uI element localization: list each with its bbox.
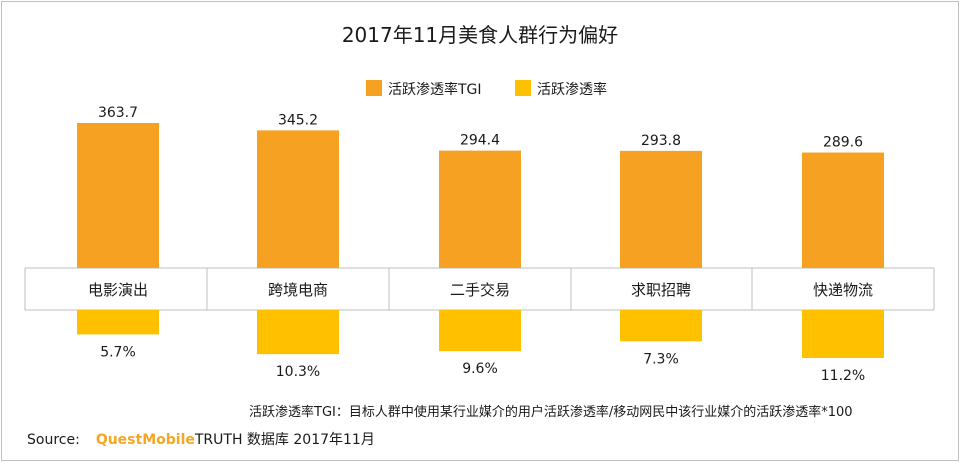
rate-value-label: 10.3%	[276, 364, 320, 380]
rate-bar[interactable]	[257, 310, 339, 355]
tgi-bar[interactable]	[439, 150, 521, 268]
tgi-value-label: 293.8	[641, 133, 681, 149]
tgi-bar[interactable]	[257, 130, 339, 268]
category-axis: 电影演出 跨境电商 二手交易 求职招聘 快递物流	[24, 267, 935, 311]
source-database: TRUTH 数据库 2017年11月	[194, 432, 375, 448]
tgi-bar[interactable]	[802, 152, 884, 268]
legend-label: 活跃渗透率TGI	[388, 81, 482, 98]
tgi-bar[interactable]	[620, 150, 702, 268]
tgi-bar[interactable]	[77, 123, 159, 268]
tgi-value-label: 289.6	[823, 135, 863, 151]
category-label: 求职招聘	[631, 281, 691, 299]
legend-swatch	[366, 80, 382, 96]
source-line: Source: QuestMobileTRUTH 数据库 2017年11月	[27, 429, 375, 449]
category-label: 电影演出	[88, 281, 148, 299]
chart-legend: 活跃渗透率TGI 活跃渗透率	[366, 80, 607, 98]
rate-bar[interactable]	[439, 310, 521, 352]
source-brand: QuestMobile	[95, 432, 195, 448]
tgi-value-label: 294.4	[460, 133, 500, 149]
tgi-definition-note: 活跃渗透率TGI：目标人群中使用某行业媒介的用户活跃渗透率/移动网民中该行业媒介…	[249, 405, 853, 420]
category-label: 快递物流	[813, 281, 873, 299]
rate-bar[interactable]	[802, 310, 884, 358]
category-label: 二手交易	[450, 281, 510, 299]
rate-bar[interactable]	[77, 310, 159, 335]
legend-item-rate[interactable]: 活跃渗透率	[515, 80, 607, 98]
rate-value-label: 11.2%	[821, 368, 865, 384]
rate-value-label: 5.7%	[100, 344, 136, 360]
tgi-value-label: 345.2	[278, 112, 318, 128]
rate-bar[interactable]	[620, 310, 702, 342]
category-label: 跨境电商	[268, 281, 328, 299]
tgi-value-label: 363.7	[98, 105, 138, 121]
source-label: Source:	[27, 432, 80, 448]
rate-value-label: 7.3%	[643, 351, 679, 367]
legend-item-tgi[interactable]: 活跃渗透率TGI	[366, 80, 482, 98]
legend-swatch	[515, 80, 531, 96]
rate-value-label: 9.6%	[462, 361, 498, 377]
chart-title: 2017年11月美食人群行为偏好	[342, 23, 618, 47]
legend-label: 活跃渗透率	[537, 81, 607, 98]
